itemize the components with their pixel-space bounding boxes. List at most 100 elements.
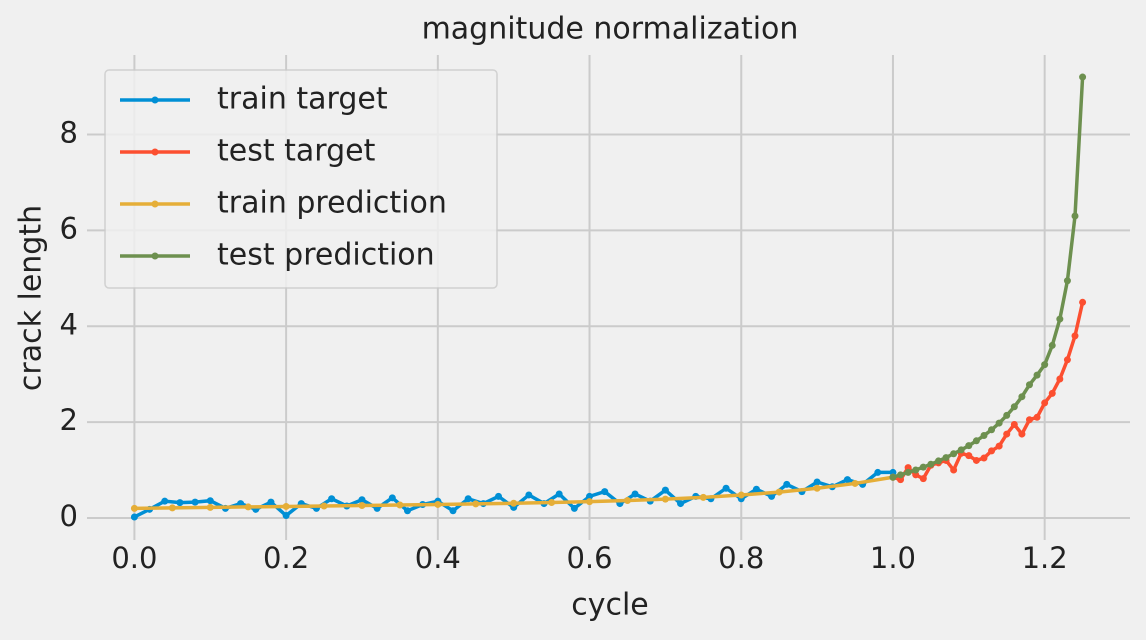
data-point bbox=[1056, 375, 1064, 383]
data-point bbox=[130, 513, 138, 521]
data-point bbox=[161, 497, 169, 505]
data-point bbox=[942, 454, 950, 462]
data-point bbox=[972, 437, 980, 445]
data-point bbox=[1071, 332, 1079, 340]
data-point bbox=[965, 442, 973, 450]
data-point bbox=[752, 485, 760, 493]
data-point bbox=[320, 502, 328, 510]
data-point bbox=[510, 499, 518, 507]
x-tick-label: 0.8 bbox=[718, 541, 764, 575]
data-point bbox=[851, 479, 859, 487]
data-point bbox=[358, 501, 366, 509]
y-axis-label: crack length bbox=[14, 205, 49, 391]
data-point bbox=[1003, 430, 1011, 438]
data-point bbox=[919, 463, 927, 471]
data-point bbox=[586, 498, 594, 506]
data-point bbox=[191, 498, 199, 506]
data-point bbox=[1025, 381, 1033, 389]
x-tick-label: 0.6 bbox=[566, 541, 612, 575]
data-point bbox=[783, 480, 791, 488]
data-point bbox=[464, 495, 472, 503]
data-point bbox=[282, 512, 290, 520]
data-point bbox=[1010, 421, 1018, 429]
data-point bbox=[434, 500, 442, 508]
data-point bbox=[699, 493, 707, 501]
data-point bbox=[130, 504, 138, 512]
data-point bbox=[586, 492, 594, 500]
data-point bbox=[623, 497, 631, 505]
data-point bbox=[912, 466, 920, 474]
data-point bbox=[1018, 393, 1026, 401]
data-point bbox=[677, 500, 685, 508]
data-point bbox=[328, 495, 336, 503]
x-tick-label: 1.2 bbox=[1022, 541, 1068, 575]
legend-marker bbox=[151, 96, 159, 104]
data-point bbox=[1041, 361, 1049, 369]
data-point bbox=[919, 475, 927, 483]
data-point bbox=[1056, 315, 1064, 323]
data-point bbox=[495, 492, 503, 500]
data-point bbox=[176, 499, 184, 507]
data-point bbox=[525, 491, 533, 499]
data-point bbox=[1063, 277, 1071, 285]
data-point bbox=[988, 447, 996, 455]
legend-marker bbox=[151, 148, 159, 156]
data-point bbox=[449, 507, 457, 515]
legend-label: test target bbox=[217, 134, 376, 169]
data-point bbox=[1041, 399, 1049, 407]
data-point bbox=[601, 488, 609, 496]
y-tick-label: 4 bbox=[60, 307, 78, 341]
chart-title: magnitude normalization bbox=[422, 12, 799, 47]
data-point bbox=[1025, 416, 1033, 424]
data-point bbox=[927, 460, 935, 468]
data-point bbox=[555, 490, 563, 498]
data-point bbox=[267, 498, 275, 506]
data-point bbox=[1018, 430, 1026, 438]
data-point bbox=[1048, 389, 1056, 397]
data-point bbox=[631, 490, 639, 498]
data-point bbox=[396, 501, 404, 509]
data-point bbox=[972, 456, 980, 464]
data-point bbox=[403, 507, 411, 515]
data-point bbox=[904, 468, 912, 476]
data-point bbox=[980, 432, 988, 440]
data-point bbox=[206, 503, 214, 511]
x-tick-label: 0.4 bbox=[415, 541, 461, 575]
legend-label: train prediction bbox=[217, 186, 447, 221]
legend-marker bbox=[151, 200, 159, 208]
data-point bbox=[775, 488, 783, 496]
data-point bbox=[1063, 356, 1071, 364]
data-point bbox=[1010, 403, 1018, 411]
data-point bbox=[1071, 212, 1079, 220]
data-point bbox=[980, 454, 988, 462]
data-point bbox=[1003, 411, 1011, 419]
data-point bbox=[889, 473, 897, 481]
x-axis-label: cycle bbox=[571, 588, 649, 623]
data-point bbox=[874, 468, 882, 476]
data-point bbox=[1079, 73, 1087, 81]
legend-box bbox=[104, 69, 498, 289]
data-point bbox=[722, 484, 730, 492]
y-tick-label: 6 bbox=[60, 211, 78, 245]
legend: train target test target train prediction t… bbox=[104, 69, 498, 289]
data-point bbox=[661, 486, 669, 494]
data-point bbox=[768, 492, 776, 500]
data-point bbox=[813, 484, 821, 492]
data-point bbox=[570, 504, 578, 512]
y-tick-label: 8 bbox=[60, 116, 78, 150]
legend-marker bbox=[151, 252, 159, 260]
data-point bbox=[244, 503, 252, 511]
data-point bbox=[897, 476, 905, 484]
data-point bbox=[737, 491, 745, 499]
data-point bbox=[843, 476, 851, 484]
data-point bbox=[965, 452, 973, 460]
data-point bbox=[934, 457, 942, 465]
data-point bbox=[904, 464, 912, 472]
data-point bbox=[957, 446, 965, 454]
data-point bbox=[168, 504, 176, 512]
y-tick-label: 2 bbox=[60, 403, 78, 437]
data-point bbox=[1048, 341, 1056, 349]
data-point bbox=[950, 466, 958, 474]
data-point bbox=[388, 494, 396, 502]
